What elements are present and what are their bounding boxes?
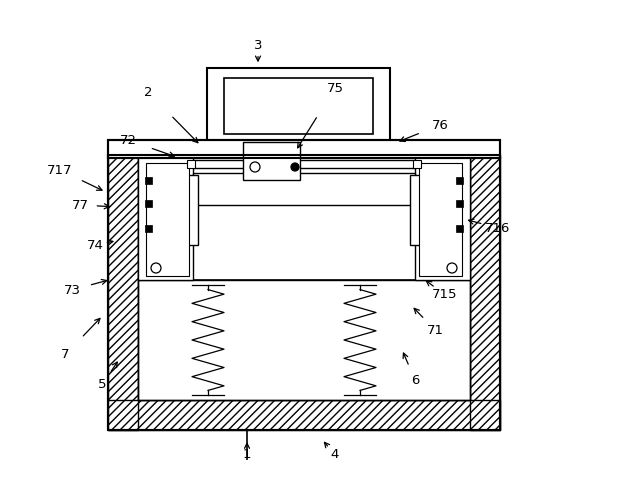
Bar: [224, 78, 373, 134]
Bar: [108, 400, 500, 430]
Circle shape: [151, 263, 161, 273]
Text: 1: 1: [243, 448, 251, 461]
Bar: [419, 163, 462, 276]
Bar: [456, 225, 463, 232]
Bar: [410, 175, 450, 245]
Text: 7: 7: [61, 349, 69, 362]
Bar: [138, 155, 470, 400]
Text: 5: 5: [98, 378, 106, 391]
Text: 717: 717: [47, 163, 73, 176]
Text: 71: 71: [426, 323, 443, 337]
Bar: [456, 177, 463, 184]
Bar: [108, 155, 500, 430]
Bar: [108, 140, 500, 158]
Bar: [456, 200, 463, 207]
Bar: [243, 142, 300, 180]
Text: 715: 715: [432, 288, 458, 301]
Bar: [413, 160, 421, 168]
Bar: [145, 225, 152, 232]
Bar: [108, 155, 138, 430]
Text: 77: 77: [71, 198, 88, 212]
Text: 76: 76: [431, 118, 448, 132]
Bar: [158, 175, 198, 245]
Bar: [138, 155, 193, 280]
Text: 74: 74: [86, 239, 103, 251]
Circle shape: [447, 263, 457, 273]
Bar: [207, 68, 390, 142]
Bar: [108, 155, 500, 430]
Circle shape: [250, 162, 260, 172]
Bar: [138, 280, 470, 400]
Text: 73: 73: [63, 284, 81, 297]
Bar: [146, 163, 189, 276]
Bar: [193, 173, 415, 205]
Text: 4: 4: [331, 448, 339, 461]
Text: 75: 75: [327, 81, 344, 94]
Text: 72: 72: [120, 134, 136, 147]
Text: 6: 6: [411, 374, 419, 387]
Bar: [108, 140, 500, 158]
Text: 2: 2: [144, 85, 152, 99]
Circle shape: [291, 163, 299, 171]
Bar: [108, 140, 500, 143]
Bar: [145, 177, 152, 184]
Text: 716: 716: [485, 221, 511, 235]
Bar: [145, 200, 152, 207]
Text: 3: 3: [254, 38, 262, 52]
Bar: [187, 160, 195, 168]
Bar: [470, 155, 500, 430]
Bar: [415, 155, 470, 280]
